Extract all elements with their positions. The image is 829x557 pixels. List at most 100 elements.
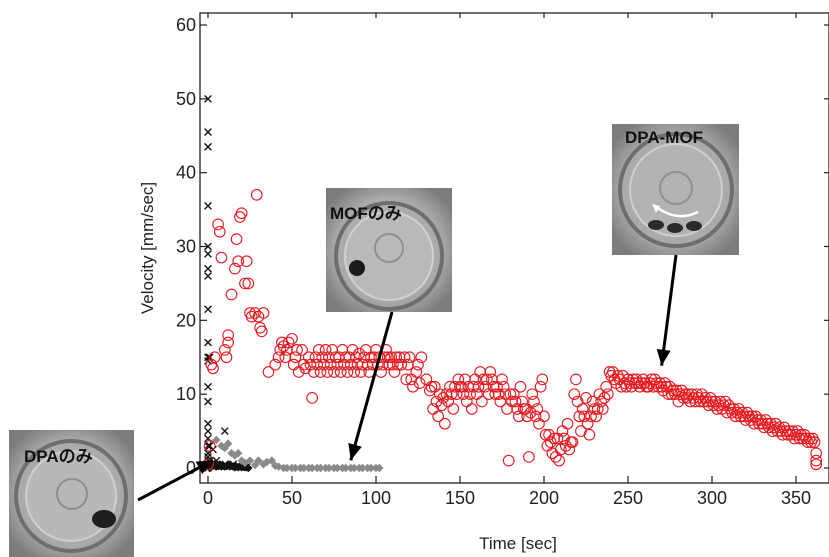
x-tick-label: 100 (361, 488, 391, 508)
x-axis-ticks: 0 50 100 150 200 250 300 350 (203, 13, 811, 508)
inset-label-mof-only: MOFのみ (330, 204, 402, 223)
data-point-circle (452, 373, 465, 386)
data-point-circle (553, 454, 565, 467)
data-point-circle (435, 399, 448, 412)
dish-rim (14, 439, 128, 553)
data-point-circle (314, 366, 327, 378)
x-tick-label: 300 (697, 488, 727, 508)
data-point-circle (595, 395, 607, 408)
data-point-diamond (282, 463, 292, 473)
plot-frame (199, 12, 829, 484)
data-point-circle (302, 351, 315, 364)
data-point-circle (580, 392, 592, 404)
data-point-circle (514, 380, 527, 393)
data-point-circle (287, 358, 300, 371)
data-point-circle (321, 366, 334, 378)
data-point-diamond (299, 463, 308, 473)
data-point-diamond (349, 463, 359, 473)
dish-rim (618, 132, 734, 248)
data-point-circle (810, 454, 823, 467)
data-point-circle (578, 410, 591, 423)
data-point-circle (343, 351, 355, 364)
data-point-diamond (366, 463, 376, 473)
data-point-cross (204, 305, 212, 314)
data-point-circle (235, 207, 248, 220)
data-point-circle (647, 380, 660, 393)
data-point-circle (403, 351, 416, 364)
x-tick-label: 0 (203, 488, 213, 508)
y-axis-ticks: 0 10 20 30 40 50 60 (176, 15, 829, 478)
y-tick-label: 50 (176, 89, 196, 109)
data-point-circle (313, 344, 325, 356)
data-point-circle (484, 366, 497, 378)
data-point-cross (204, 249, 212, 258)
data-point-circle (585, 410, 597, 423)
arrowhead-icon (656, 348, 671, 366)
data-point-circle (249, 307, 261, 319)
data-point-circle (432, 410, 445, 423)
data-point-circle (208, 351, 221, 364)
dish-center (659, 171, 693, 205)
data-point-diamond (245, 456, 255, 465)
data-point-circle (306, 392, 319, 404)
data-point-circle (388, 366, 401, 378)
data-point-diamond (333, 463, 342, 473)
data-point-circle (538, 410, 550, 423)
data-point-diamond (324, 463, 334, 473)
data-point-circle (203, 440, 216, 452)
data-point-diamond (254, 456, 263, 465)
data-point-circle (307, 366, 320, 378)
data-point-circle (596, 403, 609, 415)
data-point-circle (499, 388, 512, 401)
data-point-circle (410, 366, 423, 378)
data-point-circle (341, 366, 354, 378)
data-point-circle (581, 417, 594, 430)
data-point-diamond (358, 463, 367, 473)
data-point-circle (355, 366, 367, 378)
dish-center (374, 233, 404, 263)
mof-particle (349, 260, 365, 276)
data-point-circle (689, 395, 702, 408)
annotation-arrow (349, 311, 394, 461)
data-point-diamond (223, 439, 233, 448)
x-axis-title: Time [sec] (479, 534, 557, 553)
data-point-circle (502, 454, 515, 467)
series-1-diamond (205, 460, 253, 473)
data-point-circle (386, 358, 399, 371)
dish-floor (344, 211, 434, 301)
arrowhead-icon (195, 460, 214, 474)
particle (686, 221, 702, 231)
data-point-circle (464, 388, 476, 401)
data-point-circle (598, 392, 611, 404)
data-point-circle (455, 380, 468, 393)
data-point-circle (465, 403, 478, 415)
data-points (202, 94, 823, 473)
data-point-circle (398, 351, 411, 364)
y-tick-label: 0 (186, 458, 196, 478)
y-tick-label: 60 (176, 15, 196, 35)
data-point-circle (481, 373, 493, 386)
data-point-circle (447, 403, 460, 415)
data-point-cross (204, 419, 212, 428)
data-point-circle (570, 373, 582, 386)
data-point-cross (204, 242, 212, 251)
data-point-circle (475, 395, 488, 408)
data-point-diamond (316, 463, 325, 473)
data-point-circle (215, 251, 228, 264)
data-point-circle (207, 362, 219, 375)
data-point-circle (412, 358, 424, 371)
data-point-circle (566, 436, 579, 449)
data-point-circle (507, 388, 520, 401)
data-point-circle (385, 351, 397, 364)
data-point-circle (213, 225, 226, 238)
data-point-circle (395, 358, 408, 371)
data-point-circle (282, 336, 295, 349)
data-point-circle (269, 358, 282, 371)
data-point-cross (220, 427, 229, 435)
data-point-circle (291, 344, 303, 356)
data-point-circle (407, 380, 419, 393)
data-point-cross (204, 272, 212, 280)
data-point-cross (204, 382, 212, 391)
data-point-circle (230, 233, 243, 245)
particle (648, 220, 664, 230)
